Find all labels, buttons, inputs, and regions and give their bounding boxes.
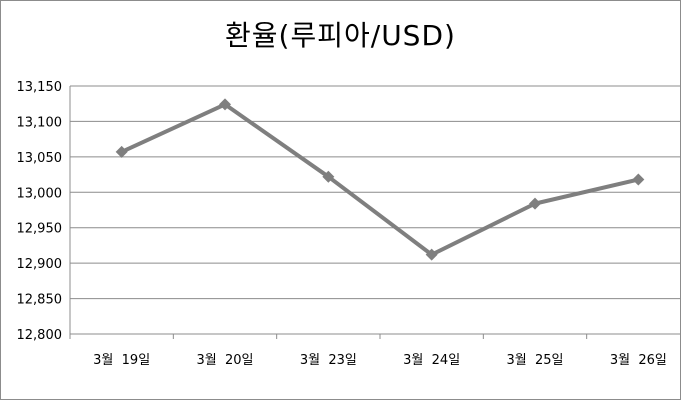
data-point-marker — [529, 197, 541, 210]
gridlines — [70, 85, 681, 335]
x-tick-label: 3월 24일 — [403, 353, 460, 368]
x-tick-label: 3월 23일 — [300, 353, 357, 368]
y-tick-label: 12,900 — [17, 257, 63, 272]
x-tick-label: 3월 26일 — [610, 353, 667, 368]
y-tick-label: 12,850 — [17, 293, 63, 308]
x-tick-label: 3월 25일 — [507, 353, 564, 368]
data-point-marker — [115, 145, 128, 158]
y-tick-label: 13,100 — [17, 115, 63, 130]
x-axis-tick-labels: 3월 19일 3월 20일 3월 23일 3월 24일 3월 25일 3월 26일 — [93, 353, 667, 368]
data-point-marker — [219, 98, 231, 111]
axes — [69, 86, 681, 339]
data-point-marker — [322, 170, 335, 183]
chart-title: 환율(루피아/USD) — [225, 19, 456, 52]
y-tick-label: 13,150 — [17, 80, 63, 95]
y-tick-label: 13,000 — [17, 186, 63, 201]
x-tick-label: 3월 19일 — [93, 353, 150, 368]
x-tick-label: 3월 20일 — [197, 353, 254, 368]
data-point-marker — [632, 173, 645, 186]
y-tick-label: 12,950 — [17, 222, 63, 237]
y-tick-label: 12,800 — [17, 328, 63, 343]
series-line — [120, 102, 639, 257]
data-point-marker — [425, 248, 438, 261]
series — [115, 98, 645, 261]
y-tick-label: 13,050 — [17, 151, 63, 166]
y-axis-tick-labels: 12,800 12,850 12,900 12,950 13,000 13,050 13,1… — [17, 80, 63, 343]
